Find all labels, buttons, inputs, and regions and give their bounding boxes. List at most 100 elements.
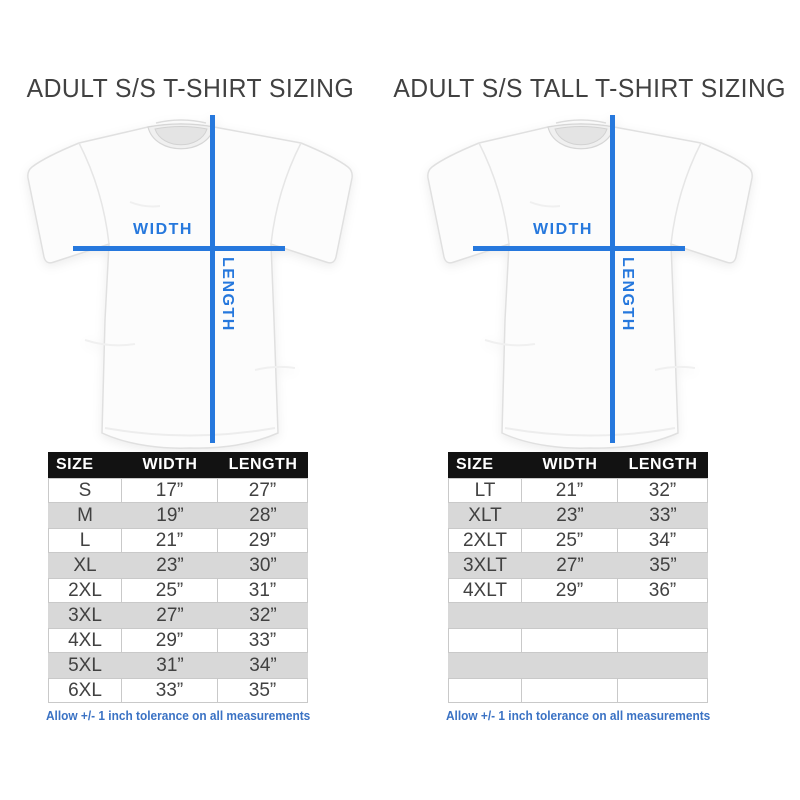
column-header: SIZE [56,456,94,473]
table-cell: 4XL [48,628,122,653]
panel-title: ADULT S/S T-SHIRT SIZING [26,73,354,103]
table-cell: 31” [218,578,308,603]
panel-tall: ADULT S/S TALL T-SHIRT SIZING WIDTH LENG… [394,0,800,723]
table-cell: 27” [522,553,618,578]
width-label: WIDTH [533,221,593,238]
size-table: SIZE WIDTH LENGTH LT 21” 32” XLT 23” 33” 2XLT 25” 3… [448,452,708,703]
table-cell: 28” [218,503,308,528]
table-cell: 19” [122,503,218,528]
table-cell: 29” [122,628,218,653]
table-cell: LT [448,478,522,503]
back-collar [555,119,607,124]
table-cell: 33” [618,503,708,528]
table-cell: XLT [448,503,522,528]
panel-title: ADULT S/S TALL T-SHIRT SIZING [393,73,787,103]
length-label: LENGTH [219,257,236,332]
table-row: L 21” 29” [48,528,308,553]
sleeve-seam-right [270,142,302,245]
tshirt-photo [27,115,353,449]
table-cell: 23” [522,503,618,528]
table-cell: 29” [522,578,618,603]
table-row: XL 23” 30” [48,553,308,578]
panels-row: ADULT S/S T-SHIRT SIZING [15,0,800,723]
table-cell: 21” [122,528,218,553]
table-cell: 5XL [48,653,122,678]
table-cell: 3XLT [448,553,522,578]
table-row: 2XL 25” 31” [48,578,308,603]
table-cell: 34” [218,653,308,678]
table-row [448,653,708,678]
table-cell [448,628,522,653]
tshirt-photo [427,115,753,449]
table-row: 5XL 31” 34” [48,653,308,678]
table-cell [448,603,522,628]
table-cell [522,603,618,628]
table-row: 4XL 29” 33” [48,628,308,653]
table-row: 3XL 27” 32” [48,603,308,628]
table-row: LT 21” 32” [448,478,708,503]
shirt-diagram: WIDTH LENGTH [15,110,365,450]
table-cell: 35” [618,553,708,578]
length-measure-line [610,115,615,443]
tolerance-note: Allow +/- 1 inch tolerance on all measur… [445,709,711,723]
width-measure-line [73,246,285,251]
table-cell: 2XLT [448,528,522,553]
table-cell [522,628,618,653]
table-row: S 17” 27” [48,478,308,503]
hem-stitch [104,427,276,437]
table-cell: L [48,528,122,553]
table-row: 6XL 33” 35” [48,678,308,703]
table-cell: 32” [218,603,308,628]
back-collar [155,119,207,124]
table-cell [448,678,522,703]
table-cell: 2XL [48,578,122,603]
table-cell [522,678,618,703]
table-cell: 31” [122,653,218,678]
column-header: WIDTH [142,456,198,473]
width-label: WIDTH [133,221,193,238]
table-cell: 32” [618,478,708,503]
tolerance-note: Allow +/- 1 inch tolerance on all measur… [45,709,311,723]
table-row [448,628,708,653]
size-table: SIZE WIDTH LENGTH S 17” 27” M 19” 28” L 21” 29” XL 23… [48,452,308,703]
table-cell: 29” [218,528,308,553]
table-cell: S [48,478,122,503]
table-cell: 35” [218,678,308,703]
table-row [448,603,708,628]
table-cell: 23” [122,553,218,578]
table-cell: 25” [522,528,618,553]
sleeve-seam-right [670,142,702,245]
table-row: M 19” 28” [48,503,308,528]
tshirt-body [27,123,353,449]
table-cell: 27” [218,478,308,503]
wrinkle-lines [484,201,696,371]
table-row: 4XLT 29” 36” [448,578,708,603]
table-cell: 25” [122,578,218,603]
table-cell: 21” [522,478,618,503]
sleeve-seam-left [78,142,110,245]
collar-opening [154,126,208,146]
table-cell [618,653,708,678]
table-row: 3XLT 27” 35” [448,553,708,578]
column-header: SIZE [456,456,494,473]
table-cell: 27” [122,603,218,628]
table-cell: 36” [618,578,708,603]
table-header-row: SIZE WIDTH LENGTH [448,452,708,478]
table-cell: 17” [122,478,218,503]
table-cell [448,653,522,678]
wrinkle-lines [84,201,296,371]
table-cell [618,603,708,628]
tshirt-body [427,123,753,449]
table-cell [522,653,618,678]
table-row [448,678,708,703]
table-header-row: SIZE WIDTH LENGTH [48,452,308,478]
table-cell: XL [48,553,122,578]
column-header: WIDTH [542,456,598,473]
table-row: XLT 23” 33” [448,503,708,528]
table-row: 2XLT 25” 34” [448,528,708,553]
hem-stitch [504,427,676,437]
table-cell [618,628,708,653]
table-cell: 30” [218,553,308,578]
width-measure-line [473,246,685,251]
table-cell: 33” [218,628,308,653]
